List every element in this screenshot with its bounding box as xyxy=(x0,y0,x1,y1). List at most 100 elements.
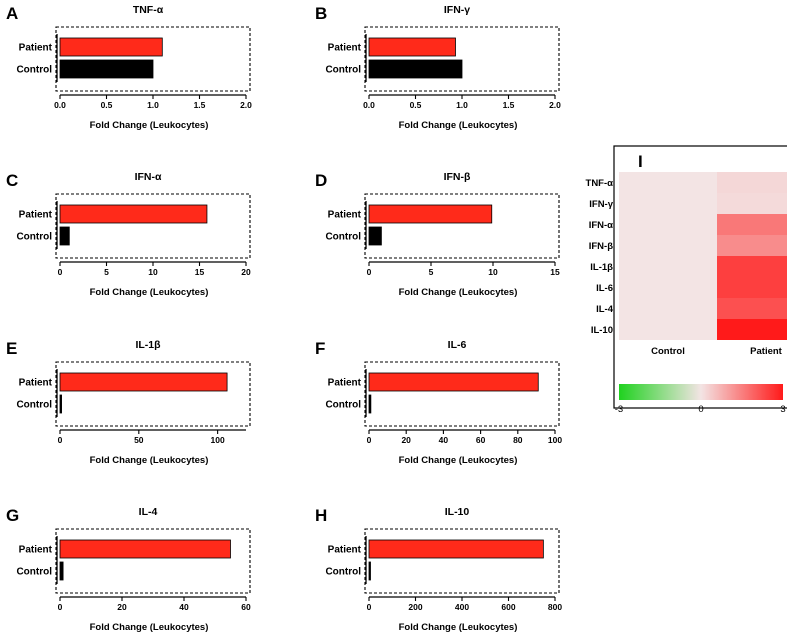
panel-letter: B xyxy=(315,4,327,23)
x-tick-label: 15 xyxy=(550,267,560,277)
x-axis-label: Fold Change (Leukocytes) xyxy=(90,120,209,131)
x-tick-label: 20 xyxy=(401,435,411,445)
category-label-patient: Patient xyxy=(19,378,53,389)
heatmap-scale-label: -3 xyxy=(615,404,623,415)
x-tick-label: 60 xyxy=(476,435,486,445)
category-label-control: Control xyxy=(16,567,52,578)
bar-panel-f: F IL-6 Patient Control 0 20 40 60 80 100 Fold Chan… xyxy=(315,339,562,466)
x-tick-label: 1.0 xyxy=(147,100,159,110)
panel-title: IFN-α xyxy=(135,171,162,183)
heatmap-cell-patient-3 xyxy=(717,235,787,256)
bar-patient xyxy=(59,37,163,57)
x-tick-label: 0 xyxy=(58,602,63,612)
panel-frame xyxy=(55,528,251,594)
x-axis-label: Fold Change (Leukocytes) xyxy=(90,287,209,298)
bar-control xyxy=(59,59,154,79)
category-label-patient: Patient xyxy=(19,210,53,221)
x-tick-label: 80 xyxy=(513,435,523,445)
bar-panel-d: D IFN-β Patient Control 0 5 10 15 Fold Change (L… xyxy=(315,171,560,298)
bar-control xyxy=(368,226,382,246)
x-tick-label: 2.0 xyxy=(240,100,252,110)
bar-panel-g: G IL-4 Patient Control 0 20 40 60 Fold Change (L… xyxy=(6,506,251,633)
heatmap-row-label: IFN-α xyxy=(589,220,613,231)
heatmap-cell-patient-4 xyxy=(717,256,787,277)
x-tick-label: 0 xyxy=(367,435,372,445)
panel-title: IFN-γ xyxy=(444,4,470,16)
x-tick-label: 40 xyxy=(179,602,189,612)
x-tick-label: 20 xyxy=(117,602,127,612)
x-tick-label: 60 xyxy=(241,602,251,612)
category-label-patient: Patient xyxy=(19,43,53,54)
x-tick-label: 100 xyxy=(211,435,225,445)
x-tick-label: 1.5 xyxy=(503,100,515,110)
panel-frame xyxy=(364,193,560,259)
heatmap-cell-control-3 xyxy=(619,235,717,256)
x-tick-label: 0 xyxy=(58,267,63,277)
panel-letter: H xyxy=(315,506,327,525)
heatmap-row-label: IL-4 xyxy=(596,304,614,315)
x-tick-label: 0 xyxy=(367,267,372,277)
x-tick-label: 0 xyxy=(58,435,63,445)
panel-frame xyxy=(55,193,251,259)
heatmap-row-label: TNF-α xyxy=(586,178,614,189)
panel-title: IL-1β xyxy=(135,339,161,351)
heatmap-row-label: IFN-γ xyxy=(589,199,613,210)
x-tick-label: 800 xyxy=(548,602,562,612)
category-label-control: Control xyxy=(16,400,52,411)
heatmap-cell-control-6 xyxy=(619,298,717,319)
x-tick-label: 15 xyxy=(195,267,205,277)
heatmap-color-scale xyxy=(619,384,783,400)
bar-patient xyxy=(368,204,493,224)
x-tick-label: 5 xyxy=(429,267,434,277)
x-tick-label: 400 xyxy=(455,602,469,612)
x-axis-label: Fold Change (Leukocytes) xyxy=(399,622,518,633)
heatmap-cell-control-4 xyxy=(619,256,717,277)
x-tick-label: 10 xyxy=(148,267,158,277)
panel-title: IFN-β xyxy=(444,171,471,183)
category-label-control: Control xyxy=(325,567,361,578)
heatmap-scale-label: 0 xyxy=(698,404,703,415)
panel-frame xyxy=(364,361,560,427)
x-tick-label: 100 xyxy=(548,435,562,445)
category-label-control: Control xyxy=(325,400,361,411)
bar-patient xyxy=(368,37,456,57)
category-label-control: Control xyxy=(325,232,361,243)
x-tick-label: 0.0 xyxy=(363,100,375,110)
panel-letter: F xyxy=(315,339,325,358)
x-axis-label: Fold Change (Leukocytes) xyxy=(90,455,209,466)
x-tick-label: 40 xyxy=(439,435,449,445)
panel-frame xyxy=(364,26,560,92)
x-tick-label: 0.5 xyxy=(410,100,422,110)
heatmap-column-label: Patient xyxy=(750,346,783,357)
heatmap-cell-patient-1 xyxy=(717,193,787,214)
x-tick-label: 0.0 xyxy=(54,100,66,110)
x-tick-label: 20 xyxy=(241,267,251,277)
heatmap-scale-label: 3 xyxy=(780,404,785,415)
heatmap-cell-patient-2 xyxy=(717,214,787,235)
panel-title: IL-6 xyxy=(448,339,467,351)
x-axis-label: Fold Change (Leukocytes) xyxy=(399,455,518,466)
panel-letter: C xyxy=(6,171,18,190)
bar-control xyxy=(59,226,70,246)
category-label-patient: Patient xyxy=(328,43,362,54)
panel-frame xyxy=(364,528,560,594)
category-label-control: Control xyxy=(16,65,52,76)
heatmap-cell-control-2 xyxy=(619,214,717,235)
category-label-patient: Patient xyxy=(19,545,53,556)
bar-control xyxy=(368,561,371,581)
heatmap-cell-control-1 xyxy=(619,193,717,214)
bar-patient xyxy=(59,372,228,392)
panel-letter: G xyxy=(6,506,19,525)
x-tick-label: 2.0 xyxy=(549,100,561,110)
heatmap-row-label: IFN-β xyxy=(589,241,613,252)
heatmap-panel: I TNF-α IFN-γ IFN-α IFN-β IL-1β IL-6 IL-4 IL-10 C… xyxy=(586,145,787,415)
panel-letter: A xyxy=(6,4,18,23)
x-tick-label: 5 xyxy=(104,267,109,277)
bar-control xyxy=(59,561,64,581)
category-label-control: Control xyxy=(16,232,52,243)
bar-panel-h: H IL-10 Patient Control 0 200 400 600 800 Fold Ch… xyxy=(315,506,562,633)
x-tick-label: 0 xyxy=(367,602,372,612)
heatmap-cell-patient-0 xyxy=(717,172,787,193)
x-tick-label: 1.5 xyxy=(194,100,206,110)
x-tick-label: 0.5 xyxy=(101,100,113,110)
